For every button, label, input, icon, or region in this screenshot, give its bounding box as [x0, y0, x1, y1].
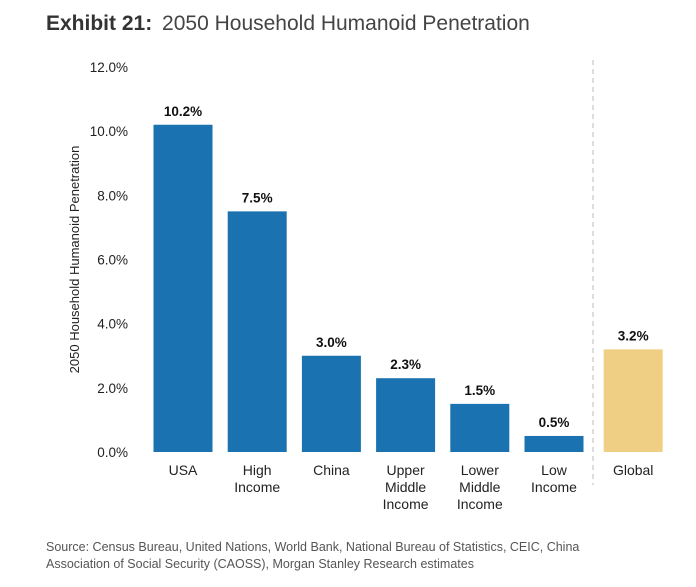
exhibit-title: Exhibit 21: 2050 Household Humanoid Pene… [46, 12, 530, 36]
x-tick-label: Income [457, 496, 503, 512]
data-label: 10.2% [164, 104, 202, 119]
y-tick-label: 2.0% [97, 381, 128, 396]
bar [603, 349, 663, 452]
bar [450, 403, 510, 452]
source-line-1: Source: Census Bureau, United Nations, W… [46, 540, 580, 554]
x-tick-label: Low [541, 462, 568, 478]
x-tick-label: USA [169, 462, 198, 478]
chart-title: 2050 Household Humanoid Penetration [162, 12, 530, 35]
x-tick-label: Middle [459, 479, 500, 495]
y-tick-label: 0.0% [97, 445, 128, 460]
data-label: 3.2% [618, 328, 649, 343]
y-tick-label: 4.0% [97, 317, 128, 332]
x-tick-label: China [313, 462, 350, 478]
y-tick-label: 10.0% [90, 124, 128, 139]
y-tick-label: 8.0% [97, 188, 128, 203]
bar [376, 378, 436, 452]
data-label: 7.5% [242, 190, 273, 205]
y-tick-label: 12.0% [90, 60, 128, 75]
x-tick-label: Income [234, 479, 280, 495]
data-label: 0.5% [539, 415, 570, 430]
y-axis-label: 2050 Household Humanoid Penetration [67, 146, 82, 374]
x-tick-label: Middle [385, 479, 426, 495]
x-tick-label: Lower [461, 462, 499, 478]
bar [524, 435, 584, 452]
source-line-2: Association of Social Security (CAOSS), … [46, 557, 474, 571]
bar-chart: 2050 Household Humanoid Penetration 0.0% 2… [67, 60, 663, 512]
x-tick-label: Global [613, 462, 653, 478]
x-tick-label: High [243, 462, 272, 478]
x-tick-label: Income [531, 479, 577, 495]
bar [301, 355, 361, 452]
source-note: Source: Census Bureau, United Nations, W… [46, 539, 646, 573]
data-label: 3.0% [316, 335, 347, 350]
exhibit-label: Exhibit 21: [46, 12, 153, 35]
y-tick-label: 6.0% [97, 253, 128, 268]
x-tick-label: Upper [387, 462, 425, 478]
bar [227, 211, 287, 452]
data-label: 1.5% [464, 383, 495, 398]
bar [153, 124, 213, 452]
x-tick-label: Income [383, 496, 429, 512]
data-label: 2.3% [390, 357, 421, 372]
